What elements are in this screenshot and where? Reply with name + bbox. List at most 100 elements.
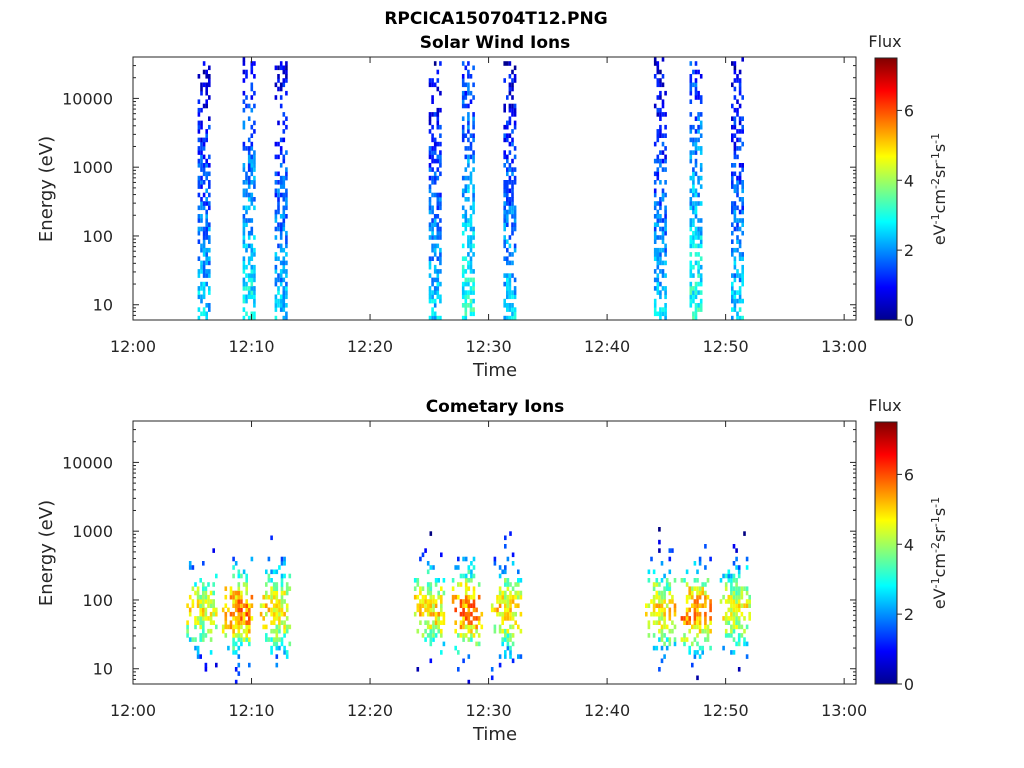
heatmap-cell — [503, 103, 506, 109]
heatmap-cell — [508, 175, 512, 181]
heatmap-cell — [242, 99, 246, 104]
heatmap-cell — [513, 146, 517, 151]
heatmap-cell — [696, 675, 699, 681]
heatmap-cell — [501, 594, 504, 600]
heatmap-cell — [513, 226, 517, 232]
heatmap-cell — [431, 298, 434, 304]
heatmap-cell — [234, 603, 238, 608]
heatmap-cell — [656, 201, 660, 206]
heatmap-cell — [508, 201, 512, 206]
heatmap-cell — [272, 611, 276, 617]
heatmap-cell — [692, 311, 695, 317]
heatmap-cell — [697, 146, 700, 151]
heatmap-cell — [467, 129, 470, 134]
heatmap-cell — [205, 273, 208, 278]
heatmap-cell — [731, 103, 734, 109]
heatmap-cell — [664, 222, 667, 227]
heatmap-cell — [259, 603, 263, 608]
heatmap-cell — [503, 214, 506, 219]
heatmap-cell — [653, 180, 657, 185]
heatmap-cell — [660, 607, 664, 613]
heatmap-cell — [738, 273, 742, 278]
heatmap-cell — [464, 315, 468, 321]
heatmap-cell — [652, 569, 656, 575]
heatmap-cell — [658, 628, 661, 634]
heatmap-cell — [253, 247, 256, 253]
heatmap-cell — [247, 197, 251, 202]
heatmap-cell — [196, 599, 200, 604]
heatmap-cell — [689, 226, 693, 232]
heatmap-cell — [496, 599, 499, 604]
heatmap-cell — [245, 146, 248, 151]
heatmap-cell — [208, 226, 211, 232]
heatmap-cell — [519, 590, 523, 596]
heatmap-cell — [694, 311, 698, 317]
heatmap-cell — [655, 645, 659, 651]
heatmap-cell — [469, 141, 473, 147]
heatmap-cell — [436, 175, 440, 181]
heatmap-cell — [656, 281, 660, 287]
heatmap-cell — [503, 205, 506, 211]
heatmap-cell — [472, 226, 475, 232]
heatmap-cell — [247, 103, 251, 109]
heatmap-cell — [459, 620, 463, 625]
heatmap-cell — [697, 235, 700, 240]
heatmap-cell — [245, 209, 248, 215]
heatmap-cell — [467, 565, 471, 570]
heatmap-cell — [282, 264, 286, 270]
heatmap-cell — [467, 624, 471, 630]
heatmap-cell — [688, 650, 691, 655]
heatmap-cell — [428, 226, 432, 232]
x-tick-label: 12:30 — [466, 337, 512, 356]
heatmap-cell — [464, 269, 468, 274]
heatmap-cell — [732, 578, 736, 583]
heatmap-cell — [247, 294, 251, 300]
heatmap-cell — [511, 214, 514, 219]
heatmap-cell — [661, 133, 665, 138]
heatmap-cell — [656, 235, 660, 240]
heatmap-cell — [242, 235, 246, 240]
heatmap-cell — [200, 124, 203, 130]
heatmap-cell — [432, 611, 435, 617]
heatmap-cell — [730, 616, 733, 621]
heatmap-cell — [652, 603, 656, 608]
heatmap-cell — [732, 650, 736, 655]
heatmap-cell — [668, 607, 672, 613]
heatmap-cell — [247, 146, 251, 151]
heatmap-cell — [470, 561, 473, 566]
heatmap-cell — [202, 607, 205, 613]
heatmap-cell — [437, 628, 440, 634]
heatmap-cell — [200, 167, 203, 172]
heatmap-cell — [250, 146, 254, 151]
heatmap-cell — [280, 637, 284, 642]
heatmap-cell — [506, 154, 509, 160]
heatmap-cell — [694, 214, 698, 219]
heatmap-cell — [279, 247, 283, 253]
heatmap-cell — [470, 569, 473, 575]
heatmap-cell — [282, 269, 286, 274]
heatmap-cell — [197, 120, 201, 126]
heatmap-cell — [730, 633, 733, 638]
heatmap-cell — [503, 235, 506, 240]
heatmap-cell — [227, 624, 230, 630]
heatmap-cell — [439, 192, 442, 198]
heatmap-cell — [242, 226, 246, 232]
heatmap-cell — [209, 603, 213, 608]
heatmap-cell — [511, 129, 514, 134]
heatmap-cell — [704, 624, 707, 630]
heatmap-cell — [685, 616, 689, 621]
heatmap-cell — [242, 188, 246, 194]
heatmap-cell — [416, 578, 420, 583]
heatmap-cell — [511, 307, 514, 312]
heatmap-cell — [200, 137, 203, 143]
heatmap-cell — [469, 74, 473, 79]
heatmap-cell — [694, 116, 698, 121]
heatmap-cell — [469, 175, 473, 181]
heatmap-cell — [265, 633, 268, 638]
heatmap-cell — [428, 150, 432, 155]
heatmap-cell — [461, 273, 465, 278]
heatmap-cell — [738, 239, 742, 244]
heatmap-cell — [279, 260, 283, 266]
heatmap-cell — [738, 294, 742, 300]
